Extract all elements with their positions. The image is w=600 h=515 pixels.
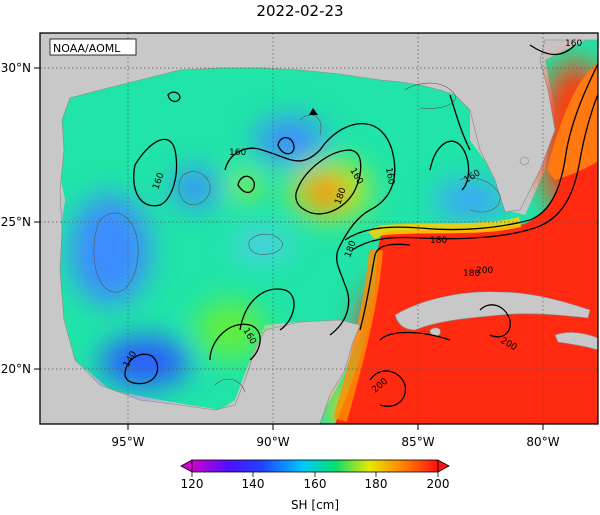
graticule: [40, 33, 598, 424]
credit-text: NOAA/AOML: [53, 42, 121, 55]
colorbar-label: SH [cm]: [291, 498, 339, 512]
colorbar: 120 140 160 180 200 SH [cm]: [180, 459, 450, 512]
colorbar-tick: 160: [304, 477, 327, 491]
y-tick-label: 20°N: [1, 362, 31, 376]
colorbar-tick: 120: [181, 477, 204, 491]
contour-lines: [124, 44, 598, 407]
contour-label: 180: [430, 236, 447, 246]
y-tick-label: 30°N: [1, 61, 31, 75]
y-tick-labels: 30°N 25°N 20°N: [1, 61, 31, 376]
credit-box: [49, 38, 137, 56]
x-tick-label: 95°W: [111, 435, 144, 449]
x-tick-label: 85°W: [401, 435, 434, 449]
land-masses: [40, 33, 598, 424]
colorbar-min-arrow: [180, 459, 193, 473]
y-tick-label: 25°N: [1, 215, 31, 229]
map-frame: [39, 32, 599, 425]
contour-label: 160: [565, 39, 582, 49]
station-marker-icon: [309, 108, 318, 115]
contour-label: 180: [463, 269, 480, 279]
x-tick-label: 90°W: [256, 435, 289, 449]
colorbar-tick: 140: [242, 477, 265, 491]
contour-label: 160: [383, 167, 396, 186]
x-tick-label: 80°W: [526, 435, 559, 449]
map-title: 2022-02-23: [256, 2, 344, 20]
colorbar-tick: 180: [365, 477, 388, 491]
contour-label: 160: [229, 148, 246, 158]
colorbar-tick: 200: [427, 477, 450, 491]
contour-label: 200: [476, 266, 493, 276]
colorbar-gradient: [191, 459, 439, 473]
x-tick-labels: 95°W 90°W 85°W 80°W: [111, 435, 559, 449]
axis-ticks: [34, 67, 544, 430]
colorbar-max-arrow: [437, 459, 450, 473]
